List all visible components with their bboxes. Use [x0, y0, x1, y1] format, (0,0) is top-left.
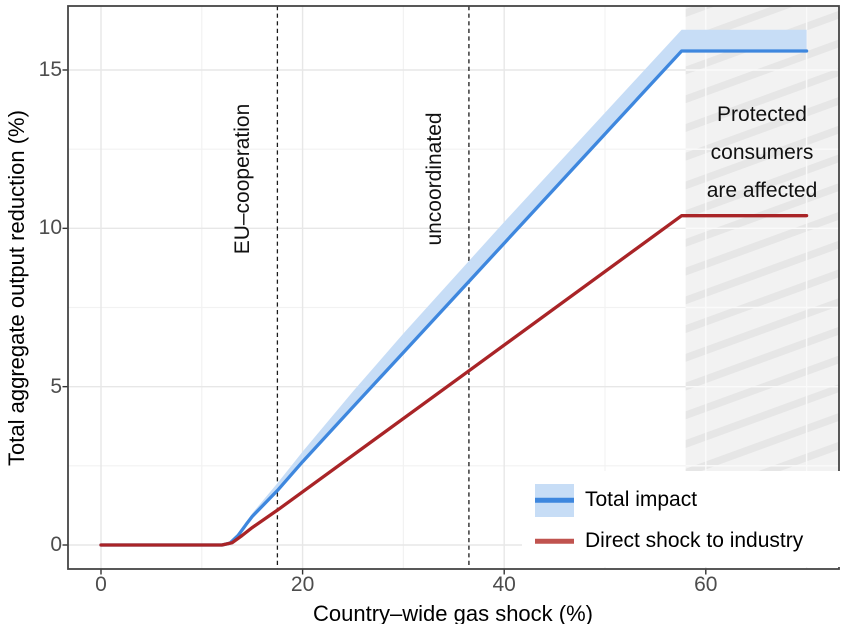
legend-label-direct-shock: Direct shock to industry [585, 529, 804, 552]
legend-label-total-impact: Total impact [585, 488, 698, 511]
legend: Total impact Direct shock to industry [522, 471, 841, 567]
region-label-line: are affected [706, 179, 818, 202]
shaded-region-label: Protected consumers are affected [652, 96, 843, 210]
y-tick-label-5: 5 [50, 374, 62, 398]
region-label-line: Protected [717, 103, 807, 126]
y-tick-label-0: 0 [50, 533, 62, 556]
region-label-line: consumers [710, 141, 814, 164]
legend-key-total-impact [535, 483, 574, 517]
x-axis-title: Country–wide gas shock (%) [312, 601, 594, 624]
y-tick-label-15: 15 [38, 57, 62, 81]
legend-key-line-red [535, 538, 574, 544]
x-tick-label-40: 40 [492, 573, 516, 596]
vline-label-uncoordinated: uncoordinated [422, 112, 446, 246]
y-axis-title: Total aggregate output reduction (%) [4, 110, 29, 466]
legend-key-line-blue [535, 497, 574, 503]
legend-item-direct-shock: Direct shock to industry [535, 524, 803, 558]
legend-item-total-impact: Total impact [535, 483, 697, 517]
y-tick-label-10: 10 [38, 216, 62, 240]
x-tick-label-20: 20 [290, 573, 315, 596]
x-tick-label-60: 60 [694, 573, 718, 596]
legend-key-direct-shock [535, 525, 574, 558]
x-tick-label-0: 0 [95, 573, 107, 596]
vline-label-eu-cooperation: EU–cooperation [231, 103, 255, 255]
